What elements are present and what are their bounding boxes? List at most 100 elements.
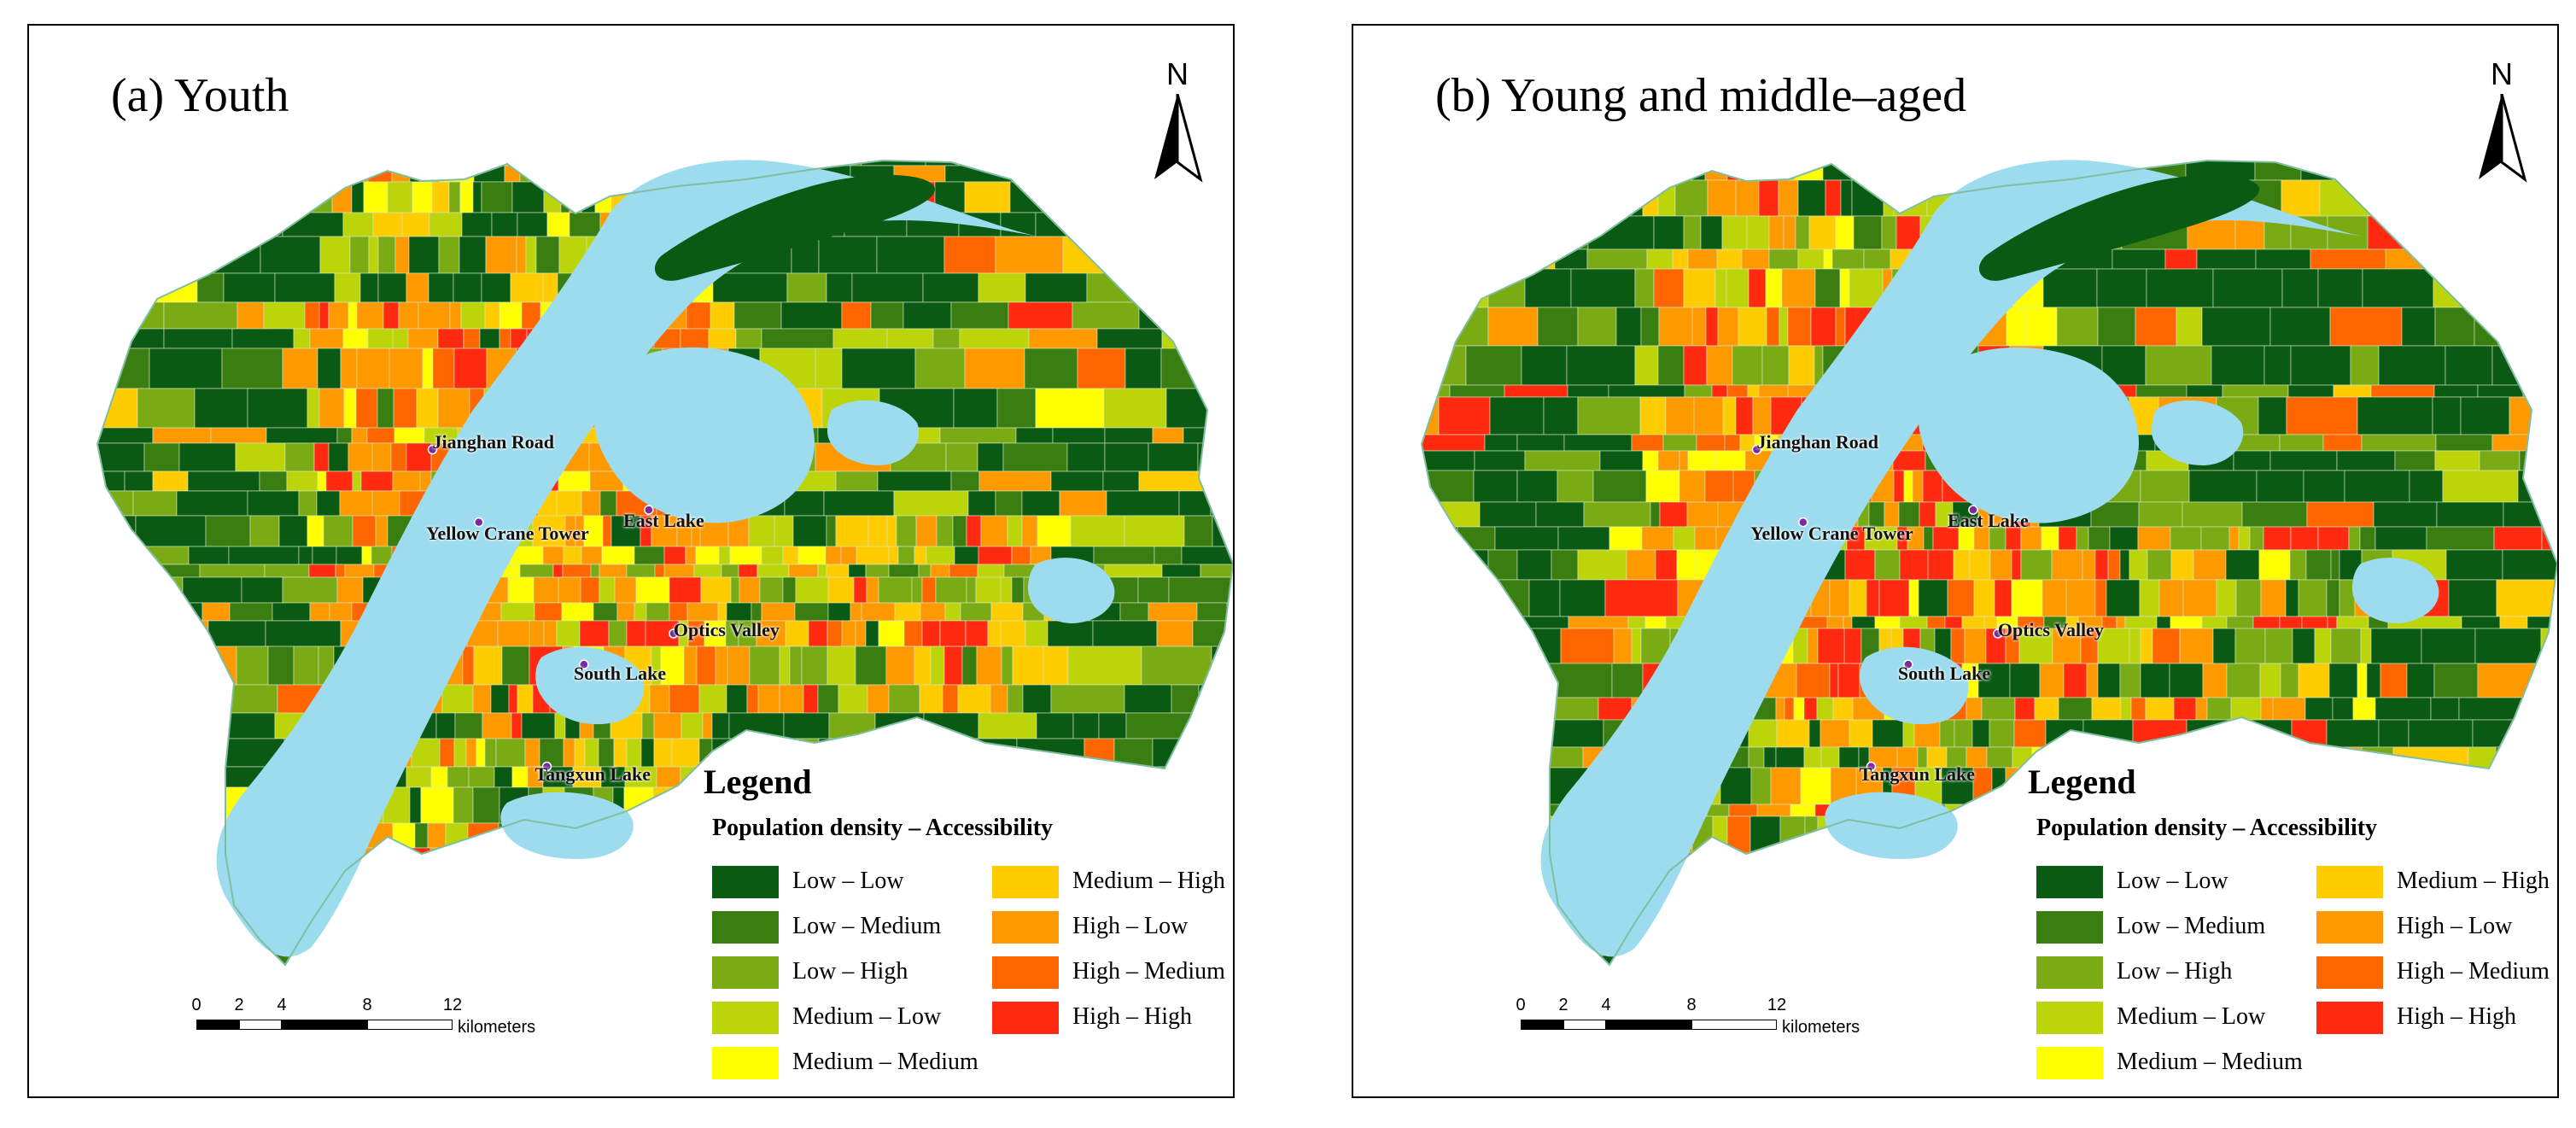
zone [1161,328,1227,349]
zone [1631,955,1656,965]
zone [966,515,982,547]
zone [401,212,430,237]
zone [2374,526,2427,551]
zone [2374,697,2432,721]
zone [1559,579,1606,617]
legend-subtitle: Population density – Accessibility [2036,815,2378,841]
zone [1983,616,1998,629]
zone [1204,301,1233,330]
zone [1866,955,1877,965]
zone [2551,434,2557,452]
zone [995,236,1064,274]
zone [921,576,937,604]
zone [1422,215,1457,250]
zone [242,212,283,237]
zone [391,952,425,965]
zone [125,646,184,686]
zone [978,546,1013,565]
zone [990,684,1008,714]
zone [255,161,323,167]
zone [950,301,1009,330]
zone [97,952,116,965]
zone [1726,815,1751,854]
zone [89,971,148,1001]
zone [2406,663,2435,698]
zone [309,328,344,349]
zone [588,926,606,954]
zone [1714,450,1746,471]
zone [407,328,439,349]
zone [1148,212,1216,237]
zone [459,181,474,213]
zone [393,388,418,429]
zone [1090,161,1165,167]
zone [1653,268,1685,308]
river-island [654,174,936,281]
zone [2097,628,2130,664]
zone [2380,179,2429,217]
zone [437,328,464,349]
zone [1224,684,1233,714]
zone [1124,684,1172,714]
zone [795,576,829,604]
zone [2434,450,2480,471]
zone [1922,470,1943,503]
zone [1969,549,1991,581]
zone [2258,396,2287,435]
zone [437,388,470,429]
zone [1700,215,1723,250]
lake-2 [1825,792,1958,859]
zone [2020,549,2053,581]
zone [2107,549,2121,581]
zone [801,646,828,686]
zone [818,236,878,274]
zone [649,684,670,714]
zone [876,236,945,274]
zone [1875,922,1902,956]
zone [264,564,310,578]
zone [2433,663,2479,698]
zone [1161,564,1201,578]
zone [328,442,349,472]
zone [886,515,897,547]
zone [959,328,1030,349]
zone [888,684,920,714]
zone [429,847,441,881]
zone [561,602,594,622]
zone [1998,888,2008,924]
zone [1148,602,1198,622]
zone [148,564,201,578]
legend: Legend Population density – Accessibility… [704,762,1225,1086]
north-label: N [2491,56,2513,91]
zone [1225,328,1233,349]
zone [1711,384,1728,398]
zone [2140,628,2153,664]
zone [562,952,590,965]
zone [282,348,318,389]
zone [1808,719,1821,748]
zone [808,620,828,647]
zone [1011,576,1025,604]
zone [1458,697,1514,721]
zone [2226,663,2261,698]
zone [236,646,269,686]
zone [1788,345,1815,386]
zone [462,646,475,686]
zone [977,442,1004,472]
zone [888,546,899,565]
zone [353,952,377,965]
zone [1912,888,1935,924]
zone [1469,579,1530,617]
zone [558,880,587,914]
zone [1448,852,1519,890]
zone [1901,955,1923,965]
zone [1422,922,1487,956]
zone [702,712,713,739]
zone [2314,628,2332,664]
zone [914,546,927,565]
zone [2041,526,2059,551]
zone [2525,268,2557,308]
zone [727,646,751,686]
zone [1008,301,1073,330]
zone [97,442,145,472]
